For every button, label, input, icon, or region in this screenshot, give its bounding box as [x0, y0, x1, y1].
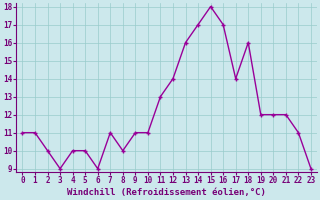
X-axis label: Windchill (Refroidissement éolien,°C): Windchill (Refroidissement éolien,°C): [67, 188, 266, 197]
